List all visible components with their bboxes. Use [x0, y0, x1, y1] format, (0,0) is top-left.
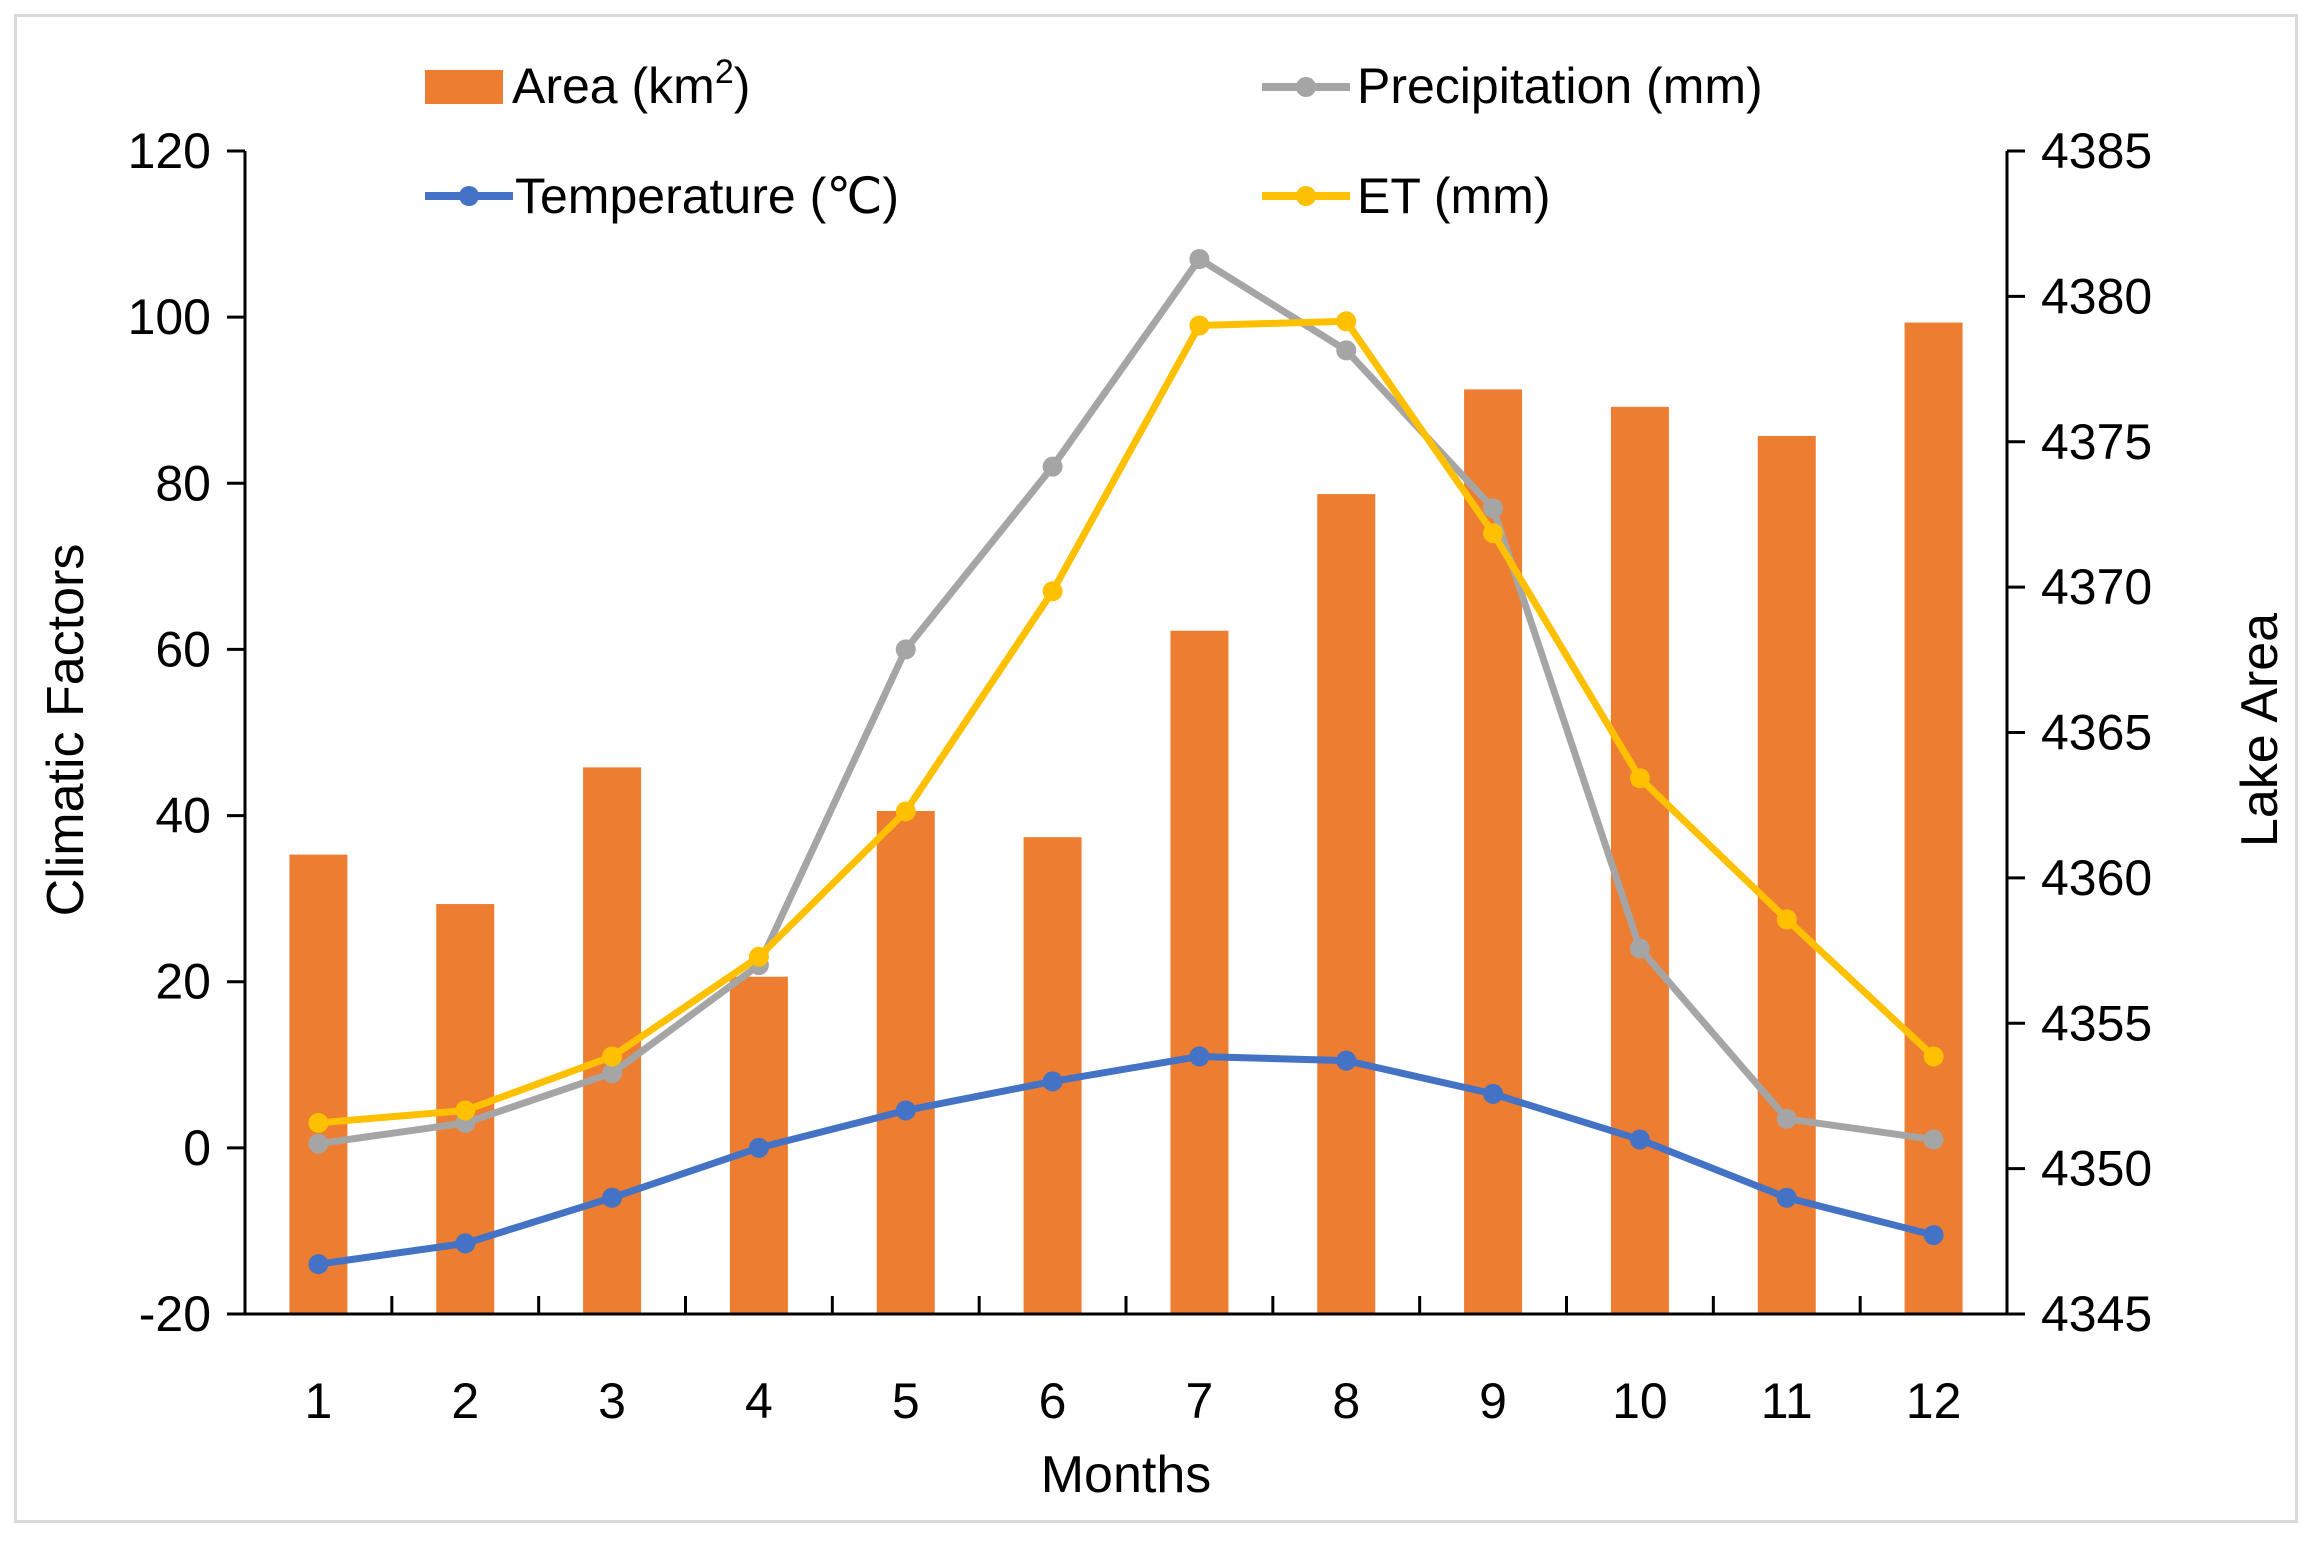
et-point-5 — [895, 801, 916, 822]
precipitation-line — [314, 255, 1938, 1148]
y-right-tick-label: 4385 — [2041, 123, 2152, 179]
temperature-point-6 — [1042, 1071, 1063, 1092]
precipitation-point-8 — [1336, 340, 1357, 361]
x-tick-label: 7 — [1186, 1373, 1214, 1429]
precipitation-point-7 — [1189, 248, 1210, 269]
area-bar-9 — [1464, 389, 1523, 1314]
temperature-point-5 — [895, 1100, 916, 1121]
temperature-point-9 — [1483, 1083, 1504, 1104]
y-left-tick-label: 40 — [155, 788, 211, 844]
y-left-tick-label: 20 — [155, 954, 211, 1010]
temperature-point-12 — [1923, 1225, 1944, 1246]
y-left-tick-label: 0 — [183, 1120, 211, 1176]
temperature-line — [314, 1052, 1938, 1268]
et-point-11 — [1776, 909, 1797, 930]
area-bar-10 — [1610, 406, 1669, 1314]
y-left-tick-label: 100 — [128, 289, 211, 345]
precipitation-point-3 — [602, 1063, 623, 1084]
precipitation-point-5 — [895, 639, 916, 660]
y-right-tick-label: 4350 — [2041, 1141, 2152, 1197]
et-point-12 — [1923, 1046, 1944, 1067]
area-bar-1 — [289, 854, 348, 1314]
legend-area-label: Area (km2) — [512, 53, 750, 114]
x-tick-label: 6 — [1039, 1373, 1067, 1429]
et-point-8 — [1336, 311, 1357, 332]
temperature-point-3 — [602, 1187, 623, 1208]
x-tick-label: 5 — [892, 1373, 920, 1429]
legend-precip-marker — [1296, 77, 1316, 97]
y-right-tick-label: 4370 — [2041, 559, 2152, 615]
et-point-7 — [1189, 315, 1210, 336]
area-bar-12 — [1904, 322, 1963, 1315]
temperature-point-7 — [1189, 1046, 1210, 1067]
precipitation-point-6 — [1042, 456, 1063, 477]
x-tick-label: 3 — [598, 1373, 626, 1429]
legend-temp-label: Temperature (℃) — [515, 168, 899, 224]
area-bar-7 — [1170, 630, 1229, 1314]
et-point-9 — [1483, 523, 1504, 544]
y-right-tick-label: 4355 — [2041, 995, 2152, 1051]
temperature-point-1 — [308, 1254, 329, 1275]
x-tick-label: 11 — [1761, 1373, 1813, 1429]
precipitation-point-9 — [1483, 498, 1504, 519]
y-right-tick-label: 4365 — [2041, 705, 2152, 761]
x-tick-label: 12 — [1906, 1373, 1962, 1429]
et-point-6 — [1042, 581, 1063, 602]
x-tick-label: 1 — [305, 1373, 333, 1429]
x-tick-label: 2 — [451, 1373, 479, 1429]
legend-area-swatch — [425, 70, 503, 104]
y-right-tick-label: 4360 — [2041, 850, 2152, 906]
y-left-tick-label: 60 — [155, 621, 211, 677]
y-right-tick-label: 4345 — [2041, 1286, 2152, 1342]
et-point-4 — [748, 946, 769, 967]
y-axis-left-title: Climatic Factors — [37, 544, 95, 917]
legend-et-label: ET (mm) — [1357, 168, 1550, 224]
precipitation-point-12 — [1923, 1129, 1944, 1150]
x-tick-label: 10 — [1612, 1373, 1668, 1429]
et-line — [314, 317, 1938, 1127]
temperature-point-10 — [1629, 1129, 1650, 1150]
y-left-tick-label: 120 — [128, 123, 211, 179]
x-tick-label: 9 — [1479, 1373, 1507, 1429]
legend-et-marker — [1296, 186, 1316, 206]
et-point-3 — [602, 1046, 623, 1067]
y-left-tick-label: 80 — [155, 455, 211, 511]
legend: Area (km2) Precipitation (mm) Temperatur… — [425, 53, 1763, 224]
precipitation-point-1 — [308, 1133, 329, 1154]
series-lines — [308, 248, 1944, 1275]
et-point-10 — [1629, 768, 1650, 789]
temperature-point-8 — [1336, 1050, 1357, 1071]
area-bar-5 — [876, 811, 935, 1314]
y-axis-right-title: Lake Area — [2231, 613, 2289, 847]
y-right-tick-label: 4375 — [2041, 414, 2152, 470]
temperature-point-11 — [1776, 1187, 1797, 1208]
axes: -200204060801001204345435043554360436543… — [128, 123, 2153, 1429]
et-point-2 — [455, 1100, 476, 1121]
x-tick-label: 8 — [1332, 1373, 1360, 1429]
x-tick-label: 4 — [745, 1373, 773, 1429]
area-bar-8 — [1317, 494, 1376, 1315]
legend-temp-marker — [459, 186, 479, 206]
x-axis-title: Months — [1041, 1446, 1212, 1504]
precipitation-point-11 — [1776, 1108, 1797, 1129]
y-right-tick-label: 4380 — [2041, 268, 2152, 324]
temperature-point-4 — [748, 1137, 769, 1158]
legend-precip-label: Precipitation (mm) — [1357, 58, 1763, 114]
area-bar-11 — [1757, 435, 1816, 1314]
y-left-tick-label: -20 — [139, 1286, 211, 1342]
et-point-1 — [308, 1112, 329, 1133]
temperature-point-2 — [455, 1233, 476, 1254]
precipitation-point-10 — [1629, 938, 1650, 959]
